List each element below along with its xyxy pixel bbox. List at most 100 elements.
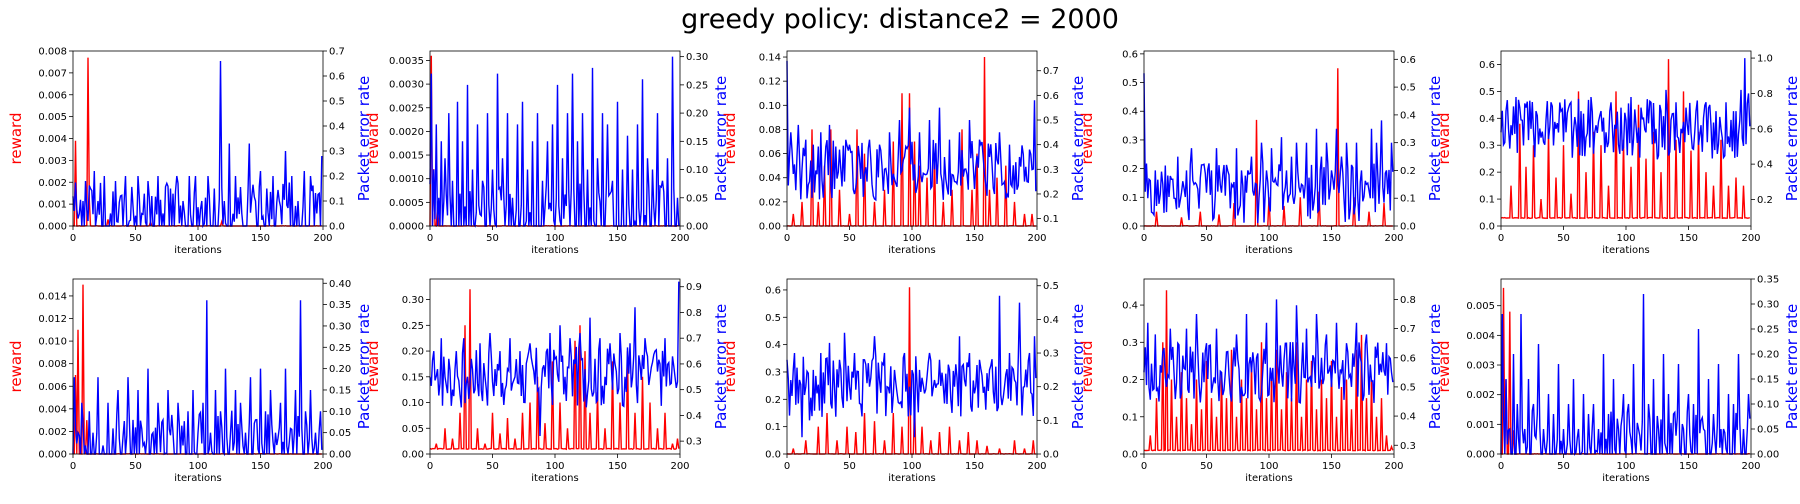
y-axis-label-packet-error-rate: Packet error rate xyxy=(1069,304,1087,429)
y-tick-label: 0.014 xyxy=(38,291,67,302)
y-tick-label: 0.004 xyxy=(1466,331,1495,342)
y2-tick-label: 0.3 xyxy=(329,147,345,158)
y2-tick-label: 0.10 xyxy=(1757,400,1779,411)
y2-tick-label: 0.25 xyxy=(329,343,351,354)
y-tick-label: 0.4 xyxy=(1122,301,1138,312)
y2-tick-label: 0.5 xyxy=(1043,281,1059,292)
y-axis-label-reward: reward xyxy=(1435,113,1453,165)
x-tick-label: 200 xyxy=(1384,461,1403,472)
packet-error-rate-series-line xyxy=(786,60,1037,202)
y2-tick-label: 0.30 xyxy=(1757,300,1779,311)
x-tick-label: 0 xyxy=(1498,233,1504,244)
y-tick-label: 0.012 xyxy=(38,314,67,325)
y-tick-label: 0.3 xyxy=(765,367,781,378)
y-tick-label: 0.2 xyxy=(765,395,781,406)
y2-tick-label: 0.3 xyxy=(1043,349,1059,360)
x-tick-label: 0 xyxy=(784,461,790,472)
x-tick-label: 0 xyxy=(70,461,76,472)
y2-tick-label: 0.4 xyxy=(1757,160,1773,171)
y-tick-label: 0.005 xyxy=(1466,301,1495,312)
x-tick-label: 150 xyxy=(965,233,984,244)
y2-tick-label: 0.05 xyxy=(329,428,351,439)
y2-tick-label: 0.3 xyxy=(1400,441,1416,452)
y-tick-label: 0.0025 xyxy=(389,103,424,114)
x-tick-label: 0 xyxy=(427,461,433,472)
y-tick-label: 0.0020 xyxy=(389,127,424,138)
x-tick-label: 50 xyxy=(843,461,856,472)
y2-tick-label: 0.8 xyxy=(1757,89,1773,100)
y2-tick-label: 0.5 xyxy=(1400,382,1416,393)
y-tick-label: 0.000 xyxy=(1466,450,1495,461)
x-tick-label: 200 xyxy=(670,233,689,244)
x-tick-label: 200 xyxy=(313,233,332,244)
y-tick-label: 0.04 xyxy=(759,173,781,184)
x-tick-label: 100 xyxy=(545,233,564,244)
y-tick-label: 0.0015 xyxy=(389,151,424,162)
y-axis-label-packet-error-rate: Packet error rate xyxy=(1069,76,1087,201)
x-axis-label: iterations xyxy=(1245,473,1292,484)
y2-tick-label: 0.15 xyxy=(329,385,351,396)
y2-tick-label: 0.0 xyxy=(1400,222,1416,233)
plot-frame xyxy=(72,50,324,227)
y-tick-label: 0.6 xyxy=(1479,60,1495,71)
y2-tick-label: 0.2 xyxy=(1043,189,1059,200)
x-tick-label: 50 xyxy=(129,233,142,244)
y-axis-label-packet-error-rate: Packet error rate xyxy=(1426,76,1444,201)
x-axis-label: iterations xyxy=(531,245,578,256)
x-tick-label: 200 xyxy=(313,461,332,472)
subplot-4: 0 50 100 150 2000.00.10.20.30.40.50.60.00.10… xyxy=(1078,49,1444,256)
x-axis-label: iterations xyxy=(888,245,935,256)
y-tick-label: 0.004 xyxy=(38,134,67,145)
y2-tick-label: 0.20 xyxy=(1757,350,1779,361)
x-tick-label: 50 xyxy=(1200,233,1213,244)
reward-series-line xyxy=(72,57,322,227)
x-tick-label: 100 xyxy=(1616,461,1635,472)
y-tick-label: 0.008 xyxy=(38,359,67,370)
y-tick-label: 0.30 xyxy=(402,295,424,306)
y-tick-label: 0.10 xyxy=(759,101,781,112)
y-tick-label: 0.005 xyxy=(38,112,67,123)
x-tick-label: 50 xyxy=(486,233,499,244)
y-tick-label: 0.006 xyxy=(38,382,67,393)
y2-tick-label: 0.20 xyxy=(329,364,351,375)
y2-tick-label: 0.3 xyxy=(1043,165,1059,176)
y2-tick-label: 0.0 xyxy=(1043,450,1059,461)
y-axis-label-packet-error-rate: Packet error rate xyxy=(712,76,730,201)
x-axis-label: iterations xyxy=(1602,473,1649,484)
y2-tick-label: 0.7 xyxy=(1043,66,1059,77)
y-tick-label: 0.3 xyxy=(1122,338,1138,349)
packet-error-rate-series-line xyxy=(786,295,1037,438)
y-axis-label-reward: reward xyxy=(1078,113,1096,165)
y-tick-label: 0.5 xyxy=(1479,87,1495,98)
y-tick-label: 0.14 xyxy=(759,53,781,64)
subplot-9: 0 50 100 150 200 0.0 0.1 0.2 0.3 0.4 0.3 0.4 0.5 0.6 0… xyxy=(1078,278,1444,484)
y-tick-label: 0.001 xyxy=(1466,420,1495,431)
y-tick-label: 0.0 xyxy=(765,450,781,461)
y-tick-label: 0.0010 xyxy=(389,174,424,185)
y2-tick-label: 0.35 xyxy=(1757,275,1779,286)
y2-tick-label: 0.0 xyxy=(329,222,345,233)
y2-tick-label: 0.05 xyxy=(686,193,708,204)
x-tick-label: 100 xyxy=(545,461,564,472)
y2-tick-label: 0.5 xyxy=(329,97,345,108)
x-tick-label: 150 xyxy=(608,233,627,244)
packet-error-rate-series-line xyxy=(1500,293,1751,457)
y-tick-label: 0.06 xyxy=(759,149,781,160)
x-axis-label: iterations xyxy=(174,245,221,256)
y-axis-label-packet-error-rate: Packet error rate xyxy=(1783,76,1800,201)
y2-tick-label: 0.7 xyxy=(686,334,702,345)
x-tick-label: 150 xyxy=(1322,461,1341,472)
x-tick-label: 0 xyxy=(1141,461,1147,472)
y-tick-label: 0.2 xyxy=(1122,375,1138,386)
y-tick-label: 0.001 xyxy=(38,200,67,211)
y-tick-label: 0.0000 xyxy=(389,222,424,233)
subplot-7: 0 50 100 150 2000.000.050.100.150.200.250.30… xyxy=(364,278,730,484)
y2-tick-label: 0.00 xyxy=(1757,450,1779,461)
x-axis-label: iterations xyxy=(531,473,578,484)
y-tick-label: 0.0 xyxy=(1122,450,1138,461)
y2-tick-label: 0.35 xyxy=(329,300,351,311)
y2-tick-label: 0.30 xyxy=(329,321,351,332)
x-tick-label: 50 xyxy=(129,461,142,472)
x-tick-label: 200 xyxy=(1027,233,1046,244)
y-axis-label-reward: reward xyxy=(7,113,25,165)
